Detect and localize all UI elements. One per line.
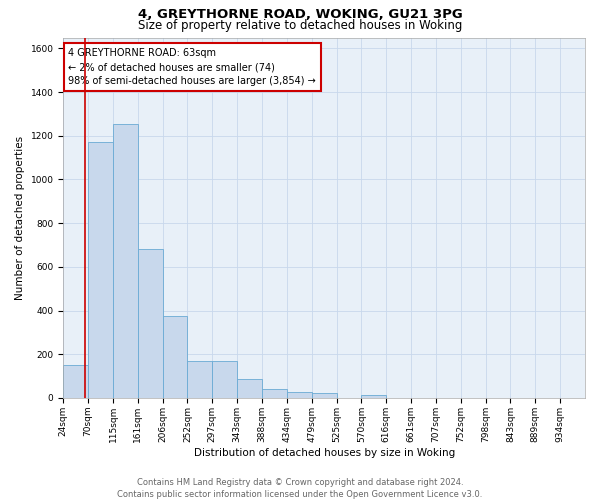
Bar <box>63 365 88 398</box>
Bar <box>287 392 312 398</box>
Bar <box>312 393 337 398</box>
Bar <box>163 316 187 398</box>
Bar <box>138 250 163 398</box>
Bar <box>187 361 212 398</box>
Bar <box>262 389 287 398</box>
Text: 4 GREYTHORNE ROAD: 63sqm
← 2% of detached houses are smaller (74)
98% of semi-de: 4 GREYTHORNE ROAD: 63sqm ← 2% of detache… <box>68 48 316 86</box>
X-axis label: Distribution of detached houses by size in Woking: Distribution of detached houses by size … <box>194 448 455 458</box>
Y-axis label: Number of detached properties: Number of detached properties <box>15 136 25 300</box>
Text: 4, GREYTHORNE ROAD, WOKING, GU21 3PG: 4, GREYTHORNE ROAD, WOKING, GU21 3PG <box>137 8 463 20</box>
Text: Contains HM Land Registry data © Crown copyright and database right 2024.
Contai: Contains HM Land Registry data © Crown c… <box>118 478 482 499</box>
Bar <box>361 394 386 398</box>
Text: Size of property relative to detached houses in Woking: Size of property relative to detached ho… <box>138 19 462 32</box>
Bar <box>113 124 138 398</box>
Bar <box>88 142 113 398</box>
Bar <box>212 361 237 398</box>
Bar <box>237 379 262 398</box>
